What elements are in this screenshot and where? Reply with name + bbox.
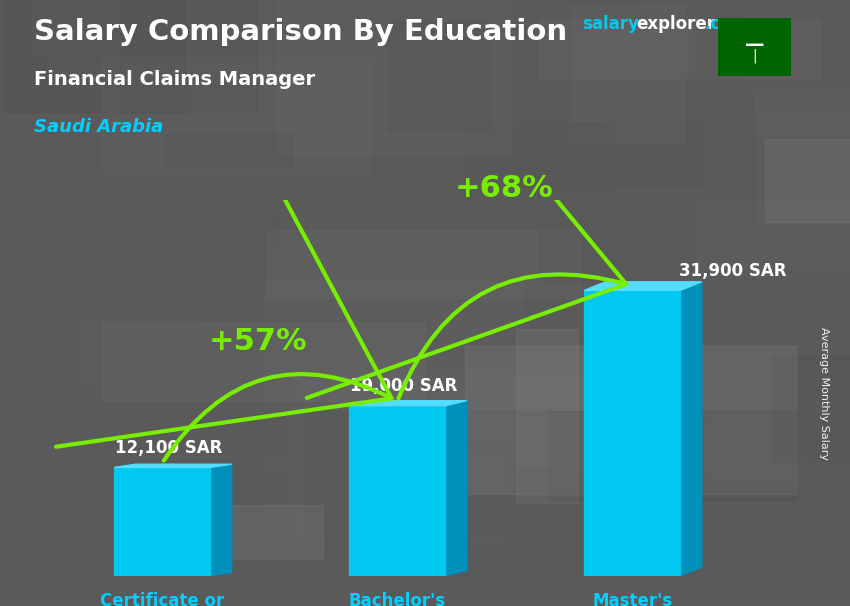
Bar [754, 90, 850, 133]
Bar [758, 117, 850, 224]
Bar [388, 22, 490, 130]
Bar [538, 19, 820, 78]
Bar [539, 124, 608, 281]
Bar [694, 202, 850, 270]
Bar [304, 411, 604, 536]
Text: Salary Comparison By Education: Salary Comparison By Education [34, 18, 567, 46]
Polygon shape [584, 282, 702, 290]
Text: explorer: explorer [636, 15, 715, 33]
Bar [102, 58, 371, 174]
Text: salary: salary [582, 15, 639, 33]
Bar [195, 505, 323, 559]
Bar [584, 290, 681, 576]
Text: 31,900 SAR: 31,900 SAR [679, 262, 787, 279]
Bar [695, 0, 740, 84]
Polygon shape [445, 401, 467, 576]
Bar [515, 470, 588, 601]
Text: |: | [752, 48, 756, 63]
Bar [242, 477, 466, 584]
Bar [707, 419, 804, 478]
Bar [276, 0, 513, 154]
Bar [5, 0, 258, 112]
Bar [35, 215, 279, 248]
Text: 19,000 SAR: 19,000 SAR [350, 377, 457, 395]
Bar [331, 357, 620, 442]
Polygon shape [349, 401, 467, 406]
Bar [548, 411, 796, 501]
Bar [267, 230, 580, 298]
Text: —: — [745, 35, 764, 53]
Bar [102, 322, 425, 401]
Bar [166, 134, 292, 168]
FancyArrowPatch shape [56, 99, 392, 461]
Bar [517, 328, 578, 502]
Bar [445, 300, 495, 347]
Text: Average Monthly Salary: Average Monthly Salary [819, 327, 829, 461]
Bar [259, 450, 505, 547]
Text: .com: .com [704, 15, 749, 33]
Bar [349, 406, 445, 576]
Bar [120, 0, 184, 120]
Bar [465, 346, 796, 494]
Bar [319, 0, 579, 30]
Bar [29, 0, 149, 55]
Bar [765, 139, 850, 222]
FancyArrowPatch shape [307, 23, 626, 399]
Bar [467, 122, 703, 187]
Text: Saudi Arabia: Saudi Arabia [34, 118, 163, 136]
Bar [264, 282, 524, 409]
Bar [772, 356, 850, 461]
Text: Financial Claims Manager: Financial Claims Manager [34, 70, 315, 88]
Bar [80, 316, 201, 383]
Bar [571, 4, 684, 144]
Polygon shape [681, 282, 702, 576]
Polygon shape [210, 464, 232, 576]
Bar [114, 467, 210, 576]
Text: 12,100 SAR: 12,100 SAR [116, 439, 223, 457]
Polygon shape [114, 464, 232, 467]
Bar [309, 0, 638, 17]
Bar [367, 378, 592, 430]
Bar [508, 0, 577, 47]
Bar [686, 16, 824, 63]
Bar [290, 374, 608, 538]
Bar [49, 0, 270, 81]
Text: +68%: +68% [455, 173, 553, 202]
Text: +57%: +57% [209, 327, 308, 356]
